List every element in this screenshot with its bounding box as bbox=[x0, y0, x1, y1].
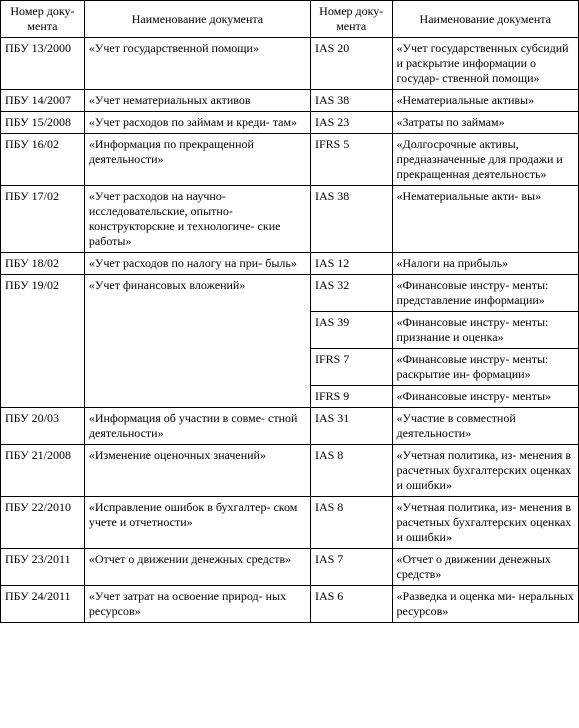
header-col2: Наименование документа bbox=[84, 1, 310, 38]
table-row: ПБУ 14/2007«Учет нематериальных активовI… bbox=[1, 90, 579, 112]
table-cell: IFRS 5 bbox=[310, 134, 392, 186]
table-cell: ПБУ 13/2000 bbox=[1, 38, 85, 90]
header-col4: Наименование документа bbox=[392, 1, 578, 38]
table-cell: ПБУ 16/02 bbox=[1, 134, 85, 186]
table-cell: «Отчет о движении денежных средств» bbox=[392, 549, 578, 586]
comparison-table: Номер доку- мента Наименование документа… bbox=[0, 0, 579, 623]
table-cell: ПБУ 19/02 bbox=[1, 275, 85, 408]
table-cell: «Учет затрат на освоение природ- ных рес… bbox=[84, 586, 310, 623]
header-col3: Номер доку- мента bbox=[310, 1, 392, 38]
table-row: ПБУ 23/2011«Отчет о движении денежных ср… bbox=[1, 549, 579, 586]
table-cell: ПБУ 23/2011 bbox=[1, 549, 85, 586]
table-cell: «Учетная политика, из- менения в расчетн… bbox=[392, 497, 578, 549]
table-cell: «Информация об участии в совме- стной де… bbox=[84, 408, 310, 445]
table-cell: IAS 38 bbox=[310, 186, 392, 253]
header-col1: Номер доку- мента bbox=[1, 1, 85, 38]
table-cell: IAS 32 bbox=[310, 275, 392, 312]
table-cell: «Финансовые инстру- менты» bbox=[392, 386, 578, 408]
table-cell: «Долгосрочные активы, предназначенные дл… bbox=[392, 134, 578, 186]
table-cell: ПБУ 18/02 bbox=[1, 253, 85, 275]
table-cell: «Участие в совместной деятельности» bbox=[392, 408, 578, 445]
table-row: ПБУ 24/2011«Учет затрат на освоение прир… bbox=[1, 586, 579, 623]
table-cell: IAS 8 bbox=[310, 445, 392, 497]
table-cell: «Финансовые инстру- менты: раскрытие ин-… bbox=[392, 349, 578, 386]
table-cell: «Исправление ошибок в бухгалтер- ском уч… bbox=[84, 497, 310, 549]
table-cell: IAS 12 bbox=[310, 253, 392, 275]
table-cell: «Учетная политика, из- менения в расчетн… bbox=[392, 445, 578, 497]
table-row: ПБУ 18/02«Учет расходов по налогу на при… bbox=[1, 253, 579, 275]
table-cell: «Изменение оценочных значений» bbox=[84, 445, 310, 497]
table-header: Номер доку- мента Наименование документа… bbox=[1, 1, 579, 38]
table-cell: «Разведка и оценка ми- неральных ресурсо… bbox=[392, 586, 578, 623]
table-cell: ПБУ 20/03 bbox=[1, 408, 85, 445]
table-body: ПБУ 13/2000«Учет государственной помощи»… bbox=[1, 38, 579, 623]
table-row: ПБУ 16/02«Информация по прекращенной дея… bbox=[1, 134, 579, 186]
table-cell: IFRS 9 bbox=[310, 386, 392, 408]
table-cell: «Затраты по займам» bbox=[392, 112, 578, 134]
table-cell: «Финансовые инстру- менты: представление… bbox=[392, 275, 578, 312]
table-cell: «Налоги на прибыль» bbox=[392, 253, 578, 275]
table-cell: «Финансовые инстру- менты: признание и о… bbox=[392, 312, 578, 349]
table-cell: IAS 38 bbox=[310, 90, 392, 112]
table-cell: «Учет финансовых вложений» bbox=[84, 275, 310, 408]
table-row: ПБУ 21/2008«Изменение оценочных значений… bbox=[1, 445, 579, 497]
table-cell: «Нематериальные акти- вы» bbox=[392, 186, 578, 253]
table-cell: IAS 7 bbox=[310, 549, 392, 586]
table-cell: IAS 20 bbox=[310, 38, 392, 90]
table-cell: «Отчет о движении денежных средств» bbox=[84, 549, 310, 586]
table-cell: ПБУ 24/2011 bbox=[1, 586, 85, 623]
table-cell: IAS 23 bbox=[310, 112, 392, 134]
table-cell: ПБУ 22/2010 bbox=[1, 497, 85, 549]
table-cell: «Информация по прекращенной деятельности… bbox=[84, 134, 310, 186]
table-row: ПБУ 20/03«Информация об участии в совме-… bbox=[1, 408, 579, 445]
table-cell: «Нематериальные активы» bbox=[392, 90, 578, 112]
table-row: ПБУ 13/2000«Учет государственной помощи»… bbox=[1, 38, 579, 90]
table-cell: «Учет расходов по займам и креди- там» bbox=[84, 112, 310, 134]
table-cell: IAS 6 bbox=[310, 586, 392, 623]
table-cell: IAS 31 bbox=[310, 408, 392, 445]
table-cell: «Учет государственных субсидий и раскрыт… bbox=[392, 38, 578, 90]
table-row: ПБУ 17/02«Учет расходов на научно-исслед… bbox=[1, 186, 579, 253]
table-row: ПБУ 15/2008«Учет расходов по займам и кр… bbox=[1, 112, 579, 134]
table-cell: ПБУ 14/2007 bbox=[1, 90, 85, 112]
table-cell: ПБУ 15/2008 bbox=[1, 112, 85, 134]
table-row: ПБУ 19/02«Учет финансовых вложений»IAS 3… bbox=[1, 275, 579, 312]
table-cell: IAS 39 bbox=[310, 312, 392, 349]
table-cell: IFRS 7 bbox=[310, 349, 392, 386]
table-cell: IAS 8 bbox=[310, 497, 392, 549]
table-cell: «Учет расходов на научно-исследовательск… bbox=[84, 186, 310, 253]
table-cell: ПБУ 17/02 bbox=[1, 186, 85, 253]
table-row: ПБУ 22/2010«Исправление ошибок в бухгалт… bbox=[1, 497, 579, 549]
table-cell: ПБУ 21/2008 bbox=[1, 445, 85, 497]
table-cell: «Учет нематериальных активов bbox=[84, 90, 310, 112]
table-cell: «Учет государственной помощи» bbox=[84, 38, 310, 90]
table-cell: «Учет расходов по налогу на при- быль» bbox=[84, 253, 310, 275]
